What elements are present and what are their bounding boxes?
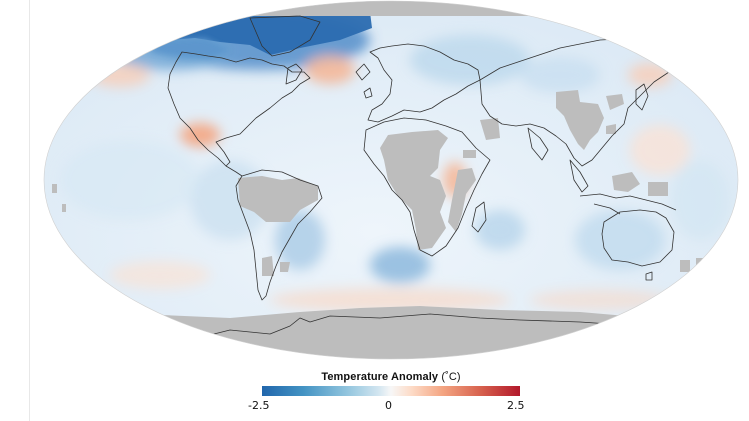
globe-outline xyxy=(43,0,739,360)
legend-unit: (˚C) xyxy=(441,371,461,383)
color-legend: Temperature Anomaly (˚C) -2.5 0 2.5 xyxy=(248,371,525,415)
legend-color-bar xyxy=(262,386,520,396)
legend-min-label: -2.5 xyxy=(248,399,270,412)
legend-max-label: 2.5 xyxy=(507,399,525,412)
page-left-border xyxy=(29,0,30,421)
legend-mid-label: 0 xyxy=(385,399,392,412)
legend-title-text: Temperature Anomaly xyxy=(321,371,439,383)
legend-title: Temperature Anomaly (˚C) xyxy=(262,371,520,383)
